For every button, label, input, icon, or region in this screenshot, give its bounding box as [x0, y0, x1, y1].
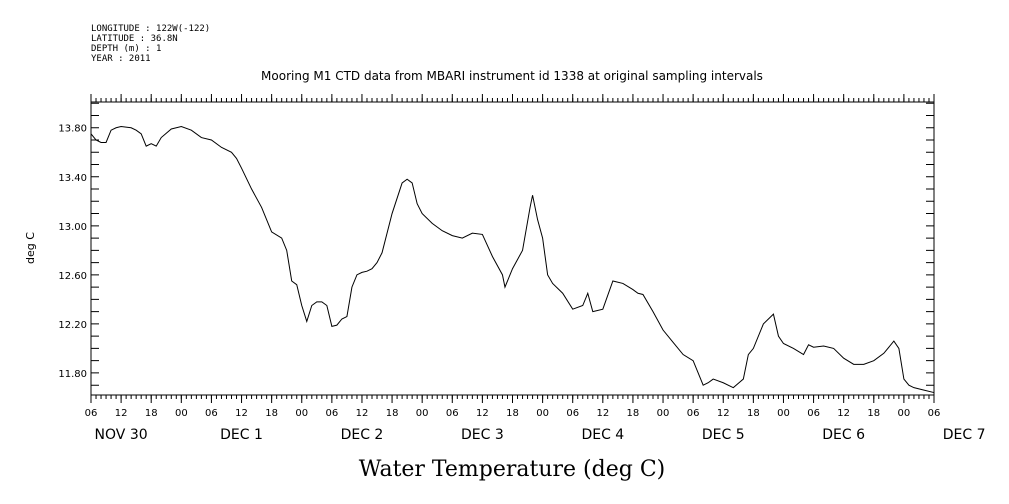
x-hour-label: 18 [265, 408, 278, 419]
meta-line: LONGITUDE : 122W(-122) [91, 24, 210, 34]
x-day-label: DEC 1 [220, 427, 263, 443]
x-hour-label: 00 [657, 408, 670, 419]
plot-frame [90, 101, 935, 396]
y-tick-label: 12.60 [58, 271, 87, 282]
x-axis: 06 12 18 00 06 12 18 00 06 12 18 00 06 12 18 00 06 12 18 00… [85, 408, 986, 443]
x-hour-label: 00 [898, 408, 911, 419]
x-hour-label: 18 [145, 408, 158, 419]
x-hour-label: 06 [205, 408, 218, 419]
x-day-label: DEC 4 [581, 427, 624, 443]
x-hour-label: 06 [325, 408, 338, 419]
six-hour-tick-marks [90, 94, 935, 403]
y-tick-label: 11.80 [58, 369, 87, 380]
x-hour-label: 12 [596, 408, 609, 419]
x-hour-label: 12 [115, 408, 128, 419]
x-hour-label: 06 [85, 408, 98, 419]
tick-marks [90, 94, 935, 403]
x-hour-label: 00 [777, 408, 790, 419]
x-day-label: DEC 5 [702, 427, 745, 443]
x-day-label: DEC 2 [341, 427, 384, 443]
x-hour-label: 18 [627, 408, 640, 419]
x-hour-label: 06 [807, 408, 820, 419]
y-tick-label: 13.00 [58, 222, 87, 233]
x-hour-label: 06 [928, 408, 941, 419]
y-tick-label: 13.40 [58, 173, 87, 184]
y-tick-label: 12.20 [58, 320, 87, 331]
meta-line: DEPTH (m) : 1 [91, 44, 161, 54]
x-hour-label: 12 [837, 408, 850, 419]
x-hour-label: 12 [356, 408, 369, 419]
x-axis-title: Water Temperature (deg C) [359, 457, 666, 482]
meta-line: LATITUDE : 36.8N [91, 34, 178, 44]
hour-tick-marks [90, 98, 935, 399]
x-day-label: NOV 30 [95, 427, 148, 443]
x-hour-label: 18 [867, 408, 880, 419]
x-hour-label: 00 [416, 408, 429, 419]
x-hour-label: 12 [717, 408, 730, 419]
x-hour-label: 00 [536, 408, 549, 419]
x-hour-label: 00 [295, 408, 308, 419]
x-hour-label: 06 [687, 408, 700, 419]
meta-line: YEAR : 2011 [91, 54, 151, 64]
y-axis-label: deg C [24, 232, 37, 264]
x-hour-label: 06 [566, 408, 579, 419]
y-tick-label: 13.80 [58, 124, 87, 135]
x-hour-label: 12 [235, 408, 248, 419]
x-hour-label: 18 [386, 408, 399, 419]
y-tick-marks [91, 102, 934, 386]
x-day-label: DEC 7 [943, 427, 986, 443]
x-hour-label: 12 [476, 408, 489, 419]
x-day-label: DEC 6 [822, 427, 865, 443]
x-day-label: DEC 3 [461, 427, 504, 443]
metadata-block: LONGITUDE : 122W(-122) LATITUDE : 36.8N … [91, 24, 210, 64]
x-hour-label: 18 [747, 408, 760, 419]
x-hour-label: 06 [446, 408, 459, 419]
x-hour-label: 18 [506, 408, 519, 419]
series-line [90, 125, 935, 394]
chart-title: Mooring M1 CTD data from MBARI instrumen… [261, 69, 763, 83]
x-hour-label: 00 [175, 408, 188, 419]
y-axis: 13.80 13.40 13.00 12.60 12.20 11.80 [58, 102, 934, 386]
